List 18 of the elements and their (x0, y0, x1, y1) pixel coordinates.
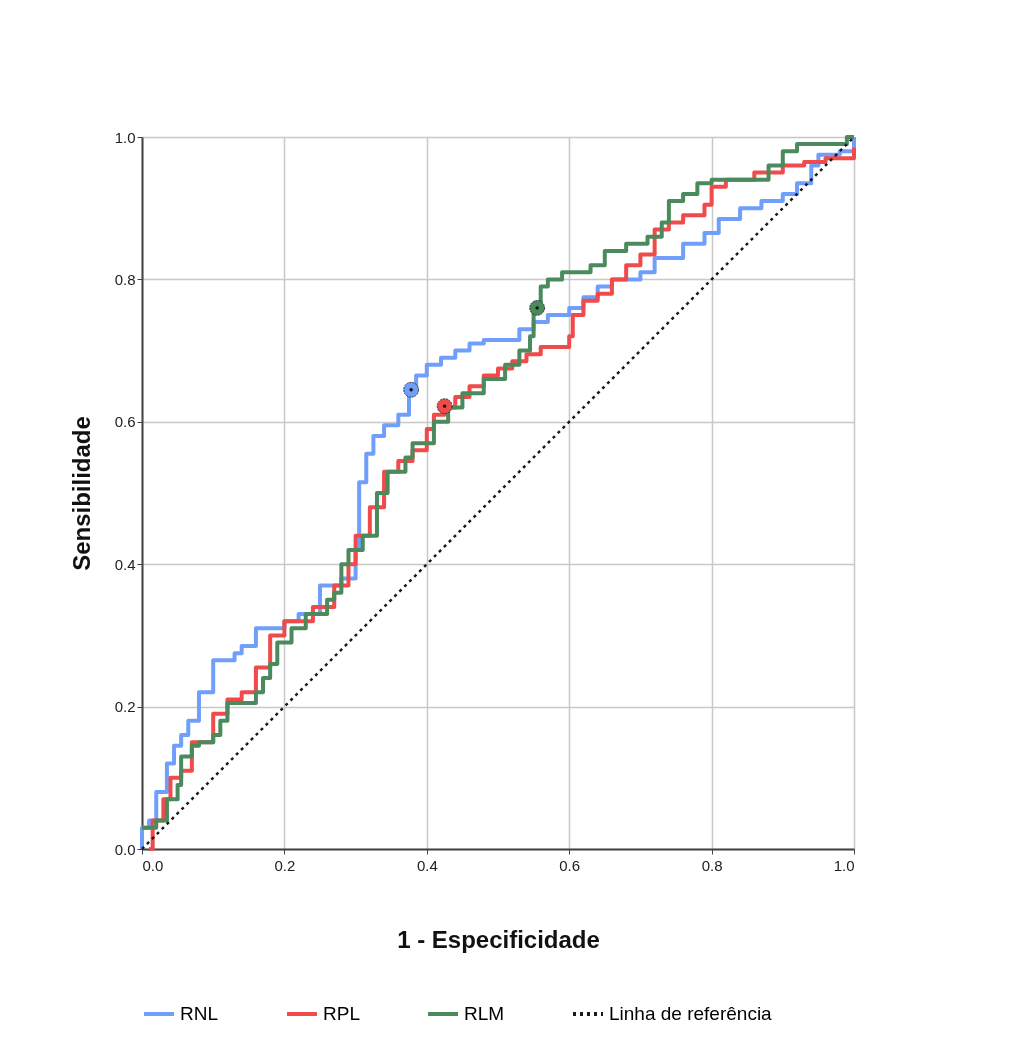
x-tick-label: 0.8 (701, 856, 723, 874)
y-axis-title: Sensibilidade (67, 416, 95, 571)
y-tick-label: 1.0 (114, 128, 136, 146)
y-tick-label: 0.4 (114, 555, 136, 573)
x-axis-title: 1 - Especificidade (397, 925, 600, 953)
legend-label: RNL (180, 1003, 219, 1024)
y-tick-label: 0.2 (114, 698, 136, 716)
x-tick-label: 0.2 (274, 856, 296, 874)
legend-label: Linha de referência (609, 1003, 773, 1024)
x-tick-label: 0.0 (142, 856, 164, 874)
legend-label: RPL (323, 1003, 360, 1024)
y-tick-label: 0.8 (114, 270, 136, 288)
legend-label: RLM (464, 1003, 505, 1024)
y-tick-label: 0.6 (114, 413, 136, 431)
x-tick-label: 1.0 (833, 856, 855, 874)
x-tick-label: 0.6 (559, 856, 581, 874)
x-tick-label: 0.4 (416, 856, 438, 874)
y-tick-label: 0.0 (114, 840, 136, 858)
